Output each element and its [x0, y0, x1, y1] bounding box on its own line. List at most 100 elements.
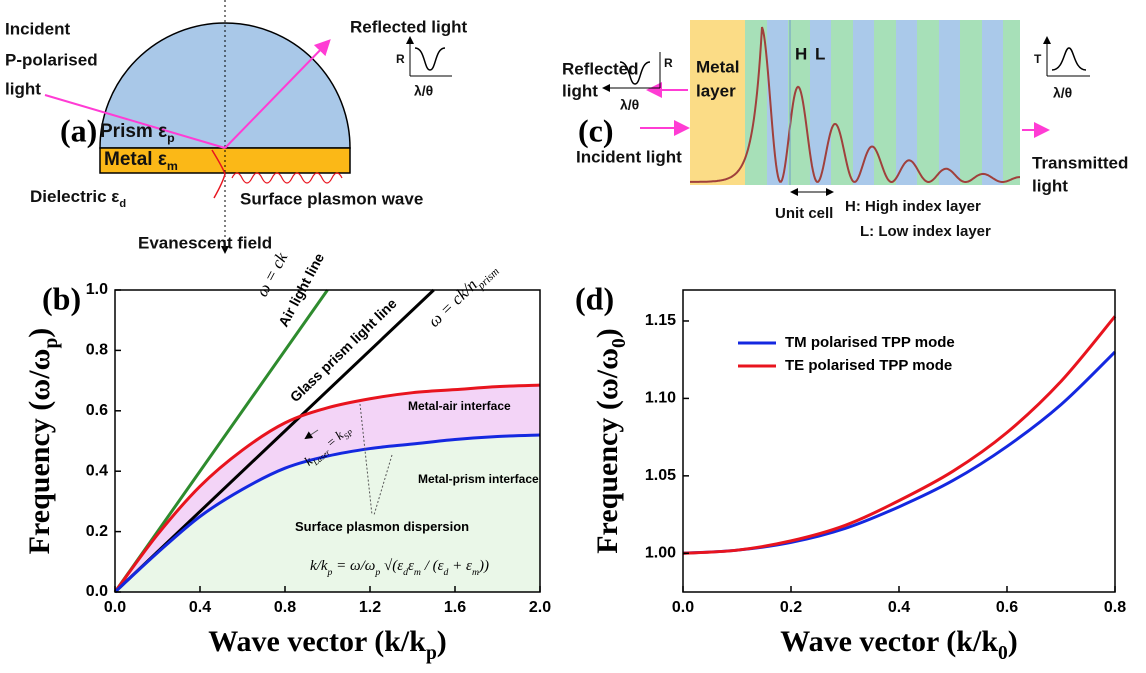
text-run: Frequency (ω/ω	[591, 348, 624, 554]
peak-curve	[1052, 48, 1086, 70]
x-tick-label: 0.0	[672, 599, 694, 616]
text-run: ω = ck	[252, 249, 291, 300]
axis-label: λ/θ	[1053, 85, 1072, 101]
diagram-a: Incident P-polarised light Reflected lig…	[5, 0, 467, 252]
label: Transmitted	[1032, 153, 1128, 172]
text-run: √(ε	[380, 558, 403, 574]
x-axis-title: Wave vector (k/k0)	[780, 625, 1018, 664]
y-tick-label: 0.2	[86, 523, 108, 540]
y-tick-label: 0.4	[86, 462, 108, 479]
x-axis-title: Wave vector (k/kp)	[208, 625, 447, 664]
panel-label: (d)	[575, 280, 614, 316]
legend-label: TE polarised TPP mode	[785, 357, 952, 374]
text-run: 0	[609, 338, 630, 348]
y-tick-label: 1.15	[645, 312, 676, 329]
text-run: + ε	[448, 558, 472, 574]
x-tick-label: 1.6	[444, 599, 466, 616]
label: Unit cell	[775, 205, 833, 222]
text-run: )	[437, 625, 447, 658]
text-run: k/k	[310, 558, 328, 574]
x-tick-label: 0.6	[996, 599, 1018, 616]
label: Reflected	[562, 59, 639, 78]
label: Metal	[696, 57, 739, 76]
label: Evanescent field	[138, 233, 272, 252]
axis-label: λ/θ	[620, 97, 639, 113]
label: L	[815, 44, 825, 63]
x-tick-label: 2.0	[529, 599, 551, 616]
y-tick-label: 1.05	[645, 467, 676, 484]
axis-label: R	[396, 52, 405, 66]
text-run: Metal ε	[104, 149, 167, 170]
label: Prism εp	[100, 121, 175, 145]
y-axis-title: Frequency (ω/ωp)	[23, 328, 62, 555]
text-run: m	[167, 159, 178, 173]
figure: Incident P-polarised light Reflected lig…	[0, 0, 1146, 673]
y-tick-label: 0.6	[86, 402, 108, 419]
annotation: Glass prism light line	[287, 295, 400, 405]
annotation: Metal-prism interface	[418, 472, 539, 486]
label: Incident	[5, 19, 71, 38]
text-run: ω = ck/n	[424, 275, 481, 331]
text-run: ))	[478, 558, 489, 574]
dip-curve	[415, 48, 445, 70]
text-run: d	[119, 198, 126, 210]
text-run: / (ε	[421, 558, 444, 574]
y-tick-label: 0.0	[86, 583, 108, 600]
text-run: )	[591, 328, 624, 338]
label: H: High index layer	[845, 198, 981, 215]
label: light	[562, 81, 598, 100]
high-index-layer	[831, 20, 853, 185]
x-tick-label: 0.4	[888, 599, 910, 616]
label: Metal εm	[104, 149, 178, 173]
text-run: Dielectric ε	[30, 187, 119, 206]
text-run: Metal-prism interface	[418, 472, 539, 486]
legend-label: TM polarised TPP mode	[785, 334, 955, 351]
y-tick-label: 1.10	[645, 390, 676, 407]
text-run: Surface plasmon dispersion	[295, 519, 469, 534]
x-tick-label: 0.8	[274, 599, 296, 616]
panel-label: (a)	[60, 112, 97, 148]
text-run: Prism ε	[100, 121, 167, 142]
text-run: p	[167, 131, 175, 145]
x-tick-label: 0.0	[104, 599, 126, 616]
panel-label: (b)	[42, 280, 81, 316]
y-tick-label: 1.0	[86, 281, 108, 298]
diagram-c	[690, 20, 1020, 185]
text-run: p	[426, 643, 437, 664]
label: H	[795, 44, 807, 63]
label: Dielectric εd	[30, 187, 126, 209]
axis-label: T	[1034, 52, 1042, 66]
y-tick-label: 0.8	[86, 342, 108, 359]
x-tick-label: 0.4	[189, 599, 211, 616]
x-tick-label: 0.8	[1104, 599, 1126, 616]
label: Incident light	[576, 147, 682, 166]
high-index-layer	[874, 20, 896, 185]
text-run: = ω/ω	[332, 558, 375, 574]
text-run: )	[23, 328, 56, 338]
high-index-layer	[1003, 20, 1020, 185]
label: Surface plasmon wave	[240, 189, 423, 208]
label: P-polarised	[5, 50, 98, 69]
y-axis-title: Frequency (ω/ω0)	[591, 328, 630, 554]
metal-layer	[690, 20, 745, 185]
annotation: ω = ck/nprism	[424, 258, 501, 334]
label: L: Low index layer	[860, 223, 991, 240]
text-run: p	[41, 338, 62, 349]
annotation: Surface plasmon dispersion	[295, 519, 469, 534]
text-run: m	[414, 567, 421, 578]
label: light	[1032, 176, 1068, 195]
label: layer	[696, 81, 736, 100]
text-run: Metal-air interface	[408, 399, 511, 413]
x-tick-label: 0.2	[780, 599, 802, 616]
x-tick-label: 1.2	[359, 599, 381, 616]
text-run: m	[472, 567, 479, 578]
text-run: Wave vector (k/k	[780, 625, 998, 658]
series-line	[683, 352, 1115, 553]
high-index-layer	[960, 20, 982, 185]
text-run: )	[1008, 625, 1018, 658]
text-run: 0	[998, 643, 1008, 664]
axis-label: λ/θ	[414, 83, 433, 99]
axis-label: R	[664, 56, 673, 70]
label: Reflected light	[350, 17, 467, 36]
label: light	[5, 79, 41, 98]
